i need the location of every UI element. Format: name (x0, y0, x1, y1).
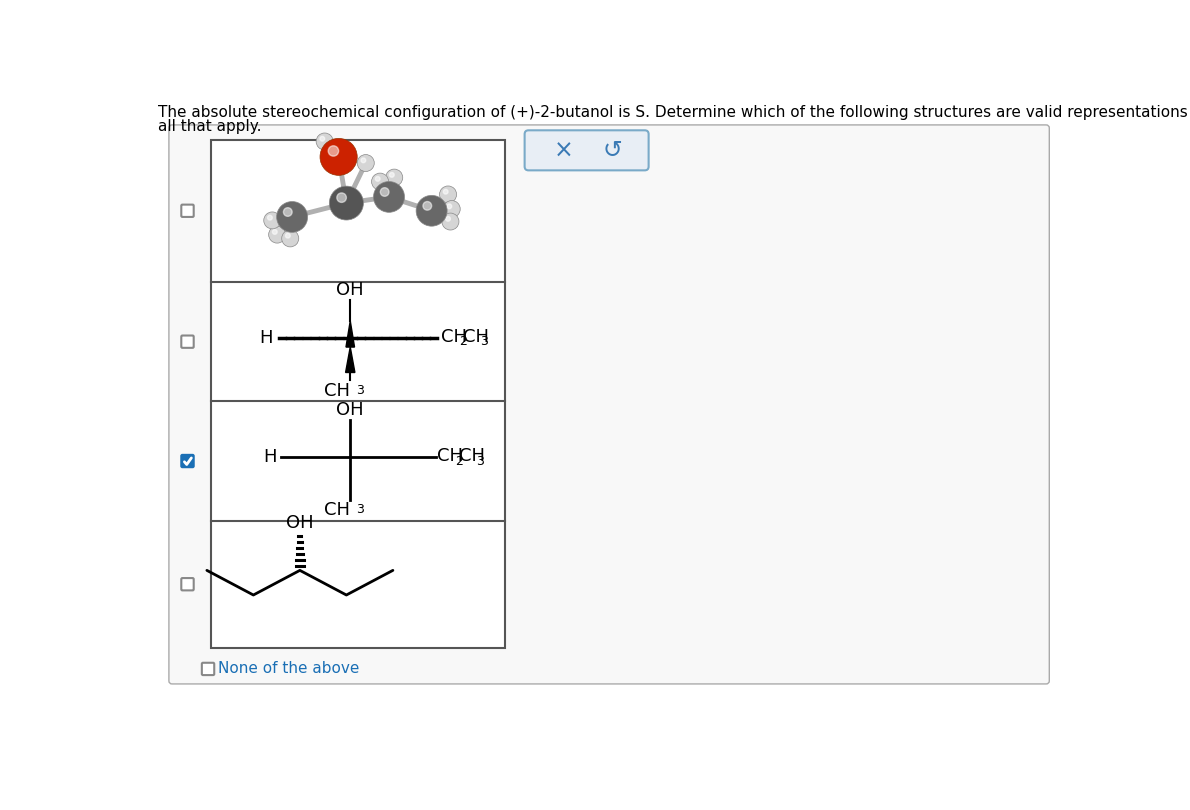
Circle shape (416, 195, 447, 226)
Text: OH: OH (337, 281, 364, 300)
Circle shape (328, 146, 339, 156)
Text: H: H (259, 329, 273, 347)
Text: 3: 3 (476, 454, 484, 467)
Text: 2: 2 (455, 454, 463, 467)
Circle shape (320, 139, 357, 175)
Text: CH: CH (437, 447, 463, 466)
Circle shape (386, 169, 402, 186)
Circle shape (320, 136, 325, 141)
Text: 3: 3 (481, 335, 488, 348)
Text: CH: CH (463, 328, 489, 346)
Text: ×: × (553, 139, 574, 162)
FancyBboxPatch shape (525, 130, 649, 170)
Text: The absolute stereochemical configuration of (+)-2-butanol is S. Determine which: The absolute stereochemical configuratio… (158, 105, 1190, 120)
Circle shape (445, 216, 451, 221)
Circle shape (443, 201, 461, 218)
Circle shape (268, 215, 273, 220)
FancyBboxPatch shape (181, 455, 194, 467)
Circle shape (286, 233, 290, 238)
Circle shape (269, 226, 286, 243)
Circle shape (447, 204, 452, 209)
Circle shape (264, 212, 281, 229)
Circle shape (381, 188, 389, 196)
Circle shape (317, 133, 333, 150)
Polygon shape (346, 321, 355, 347)
Bar (211, 139, 506, 648)
Text: OH: OH (286, 514, 314, 532)
Text: CH: CH (459, 447, 484, 466)
Circle shape (273, 229, 277, 234)
Text: 2: 2 (459, 335, 466, 348)
Circle shape (371, 173, 389, 190)
Circle shape (337, 193, 346, 202)
Text: ↺: ↺ (602, 139, 622, 162)
Text: 3: 3 (357, 503, 364, 517)
Polygon shape (345, 347, 355, 373)
Text: H: H (263, 448, 276, 467)
Circle shape (357, 155, 375, 172)
Text: CH: CH (324, 382, 350, 399)
Circle shape (389, 173, 394, 177)
Circle shape (444, 190, 449, 194)
Text: OH: OH (337, 401, 364, 419)
Text: None of the above: None of the above (218, 661, 359, 676)
Text: CH: CH (441, 328, 466, 346)
Circle shape (439, 186, 457, 203)
Circle shape (374, 181, 405, 212)
Circle shape (283, 207, 292, 216)
Circle shape (282, 230, 299, 247)
Circle shape (375, 177, 380, 181)
Circle shape (276, 202, 308, 232)
Text: 3: 3 (357, 384, 364, 397)
Circle shape (422, 202, 432, 210)
FancyBboxPatch shape (181, 335, 194, 347)
Circle shape (361, 158, 365, 163)
FancyBboxPatch shape (181, 578, 194, 590)
Circle shape (330, 186, 363, 220)
Text: CH: CH (324, 501, 350, 519)
Circle shape (441, 213, 459, 230)
Text: all that apply.: all that apply. (158, 119, 262, 134)
FancyBboxPatch shape (169, 125, 1050, 684)
FancyBboxPatch shape (181, 205, 194, 217)
FancyBboxPatch shape (202, 663, 214, 675)
